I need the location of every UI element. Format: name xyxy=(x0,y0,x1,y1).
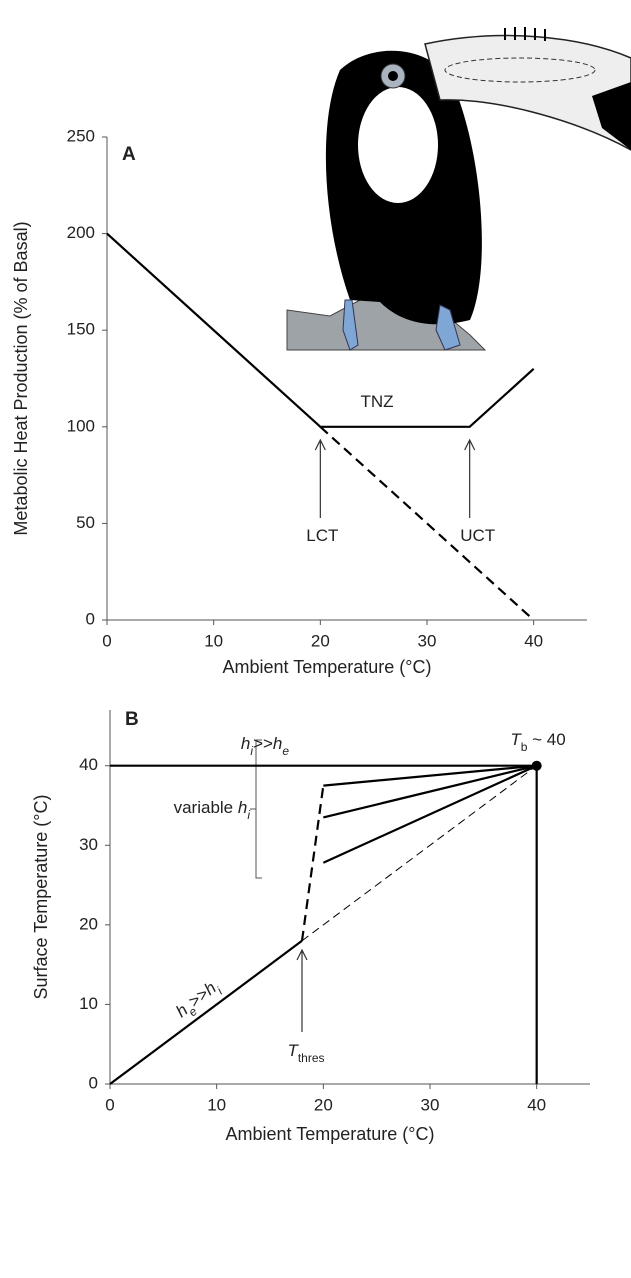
annotation: variable hi xyxy=(174,798,251,822)
line xyxy=(323,764,537,787)
annotation-arrow xyxy=(464,438,476,518)
text-part: e xyxy=(282,744,289,758)
toucan-beak xyxy=(424,34,631,151)
x-tick-label: 10 xyxy=(204,631,223,650)
text-part: thres xyxy=(298,1051,325,1065)
toucan-illustration xyxy=(286,27,631,351)
beak-tip xyxy=(592,82,631,150)
text-part: b xyxy=(521,740,528,754)
y-tick-label: 100 xyxy=(67,416,95,435)
panel-label: A xyxy=(122,144,136,165)
y-tick-label: 30 xyxy=(79,835,98,854)
x-axis-title: Ambient Temperature (°C) xyxy=(226,1124,435,1144)
annotation: Tthres xyxy=(287,1041,324,1065)
x-tick-label: 0 xyxy=(105,1095,114,1114)
y-tick-label: 20 xyxy=(79,914,98,933)
line xyxy=(319,425,535,621)
y-tick-label: 0 xyxy=(86,609,95,628)
text-part: i xyxy=(250,744,253,758)
toucan-foot xyxy=(342,299,359,351)
heat-arrows xyxy=(504,27,546,41)
text-part: i xyxy=(247,808,250,822)
x-tick-label: 0 xyxy=(102,631,111,650)
line xyxy=(109,939,303,1085)
annotation-arrow xyxy=(314,438,326,518)
line xyxy=(322,764,538,864)
panel-label: B xyxy=(125,709,139,730)
line xyxy=(323,764,537,819)
toucan-foot xyxy=(435,304,461,351)
x-tick-label: 30 xyxy=(421,1095,440,1114)
annotation-arrow xyxy=(296,948,308,1032)
x-tick-label: 20 xyxy=(311,631,330,650)
y-tick-label: 10 xyxy=(79,994,98,1013)
y-tick-label: 250 xyxy=(67,126,95,145)
text-part: T xyxy=(510,730,522,749)
y-tick-label: 150 xyxy=(67,320,95,339)
text-part: h xyxy=(273,734,282,753)
x-tick-label: 10 xyxy=(207,1095,226,1114)
annotation: TNZ xyxy=(360,392,393,411)
y-axis-title: Metabolic Heat Production (% of Basal) xyxy=(11,221,31,535)
annotation: Tb ~ 40 xyxy=(510,730,565,754)
y-tick-label: 50 xyxy=(76,513,95,532)
x-tick-label: 40 xyxy=(527,1095,546,1114)
text-part: i xyxy=(214,984,225,997)
x-tick-label: 20 xyxy=(314,1095,333,1114)
y-axis-title: Surface Temperature (°C) xyxy=(31,795,51,1000)
line xyxy=(300,785,325,941)
text-part: h xyxy=(238,798,247,817)
annotation: hi>>he xyxy=(241,734,289,758)
line xyxy=(301,765,537,942)
point xyxy=(531,760,542,771)
text-part: TNZ xyxy=(360,392,393,411)
text-part: T xyxy=(287,1041,299,1060)
annotation: UCT xyxy=(460,526,495,545)
toucan-pupil xyxy=(388,71,398,81)
y-tick-label: 0 xyxy=(89,1073,98,1092)
bracket xyxy=(250,739,262,879)
text-part: >> xyxy=(253,734,273,753)
beak-vessel xyxy=(444,57,596,83)
line xyxy=(106,232,535,428)
text-part: ~ 40 xyxy=(527,730,565,749)
x-tick-label: 40 xyxy=(524,631,543,650)
toucan-throat xyxy=(358,87,438,203)
x-tick-label: 30 xyxy=(418,631,437,650)
text-part: UCT xyxy=(460,526,495,545)
x-axis-title: Ambient Temperature (°C) xyxy=(223,657,432,677)
text-part: variable xyxy=(174,798,238,817)
text-part: h xyxy=(241,734,250,753)
y-tick-label: 40 xyxy=(79,755,98,774)
annotation: LCT xyxy=(306,526,338,545)
text-part: LCT xyxy=(306,526,338,545)
y-tick-label: 200 xyxy=(67,223,95,242)
